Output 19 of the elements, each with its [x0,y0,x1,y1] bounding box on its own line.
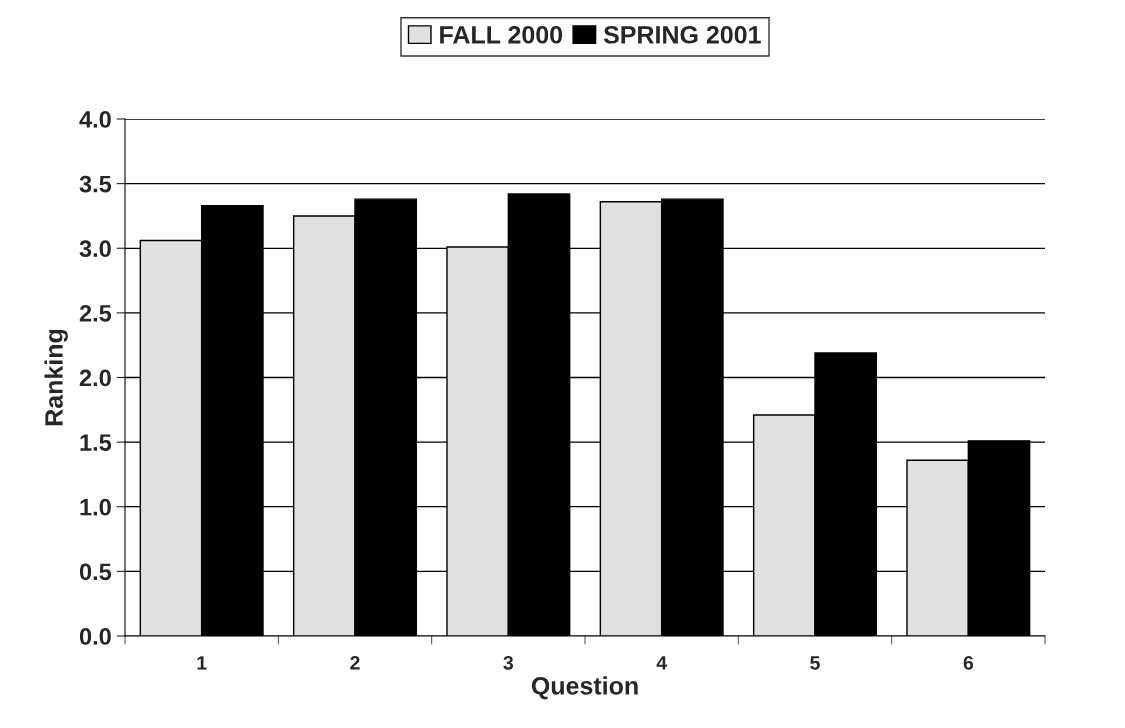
y-tick-label: 2.0 [79,369,111,387]
y-tick-label: 3.0 [79,240,111,258]
legend-label: FALL 2000 [440,25,563,44]
y-tick-label: 0.0 [79,628,111,645]
y-tick-label: 4.0 [79,111,111,128]
x-tick-label: 5 [810,656,820,670]
y-tick-label: 0.5 [79,563,112,581]
y-tick-label: 1.5 [80,434,112,451]
y-tick-label: 2.5 [79,304,112,322]
x-tick-label: 4 [656,656,667,670]
x-tick-label: 3 [503,655,514,670]
y-tick-label: 1.0 [80,498,111,516]
x-tick-label: 2 [350,655,360,670]
y-axis-title: Ranking [44,329,68,426]
y-tick-label: 3.5 [79,175,112,193]
x-tick-label: 1 [197,656,207,670]
x-axis-title: Question [531,676,638,700]
x-tick-label: 6 [963,655,974,670]
legend-label: SPRING 2001 [603,25,761,44]
